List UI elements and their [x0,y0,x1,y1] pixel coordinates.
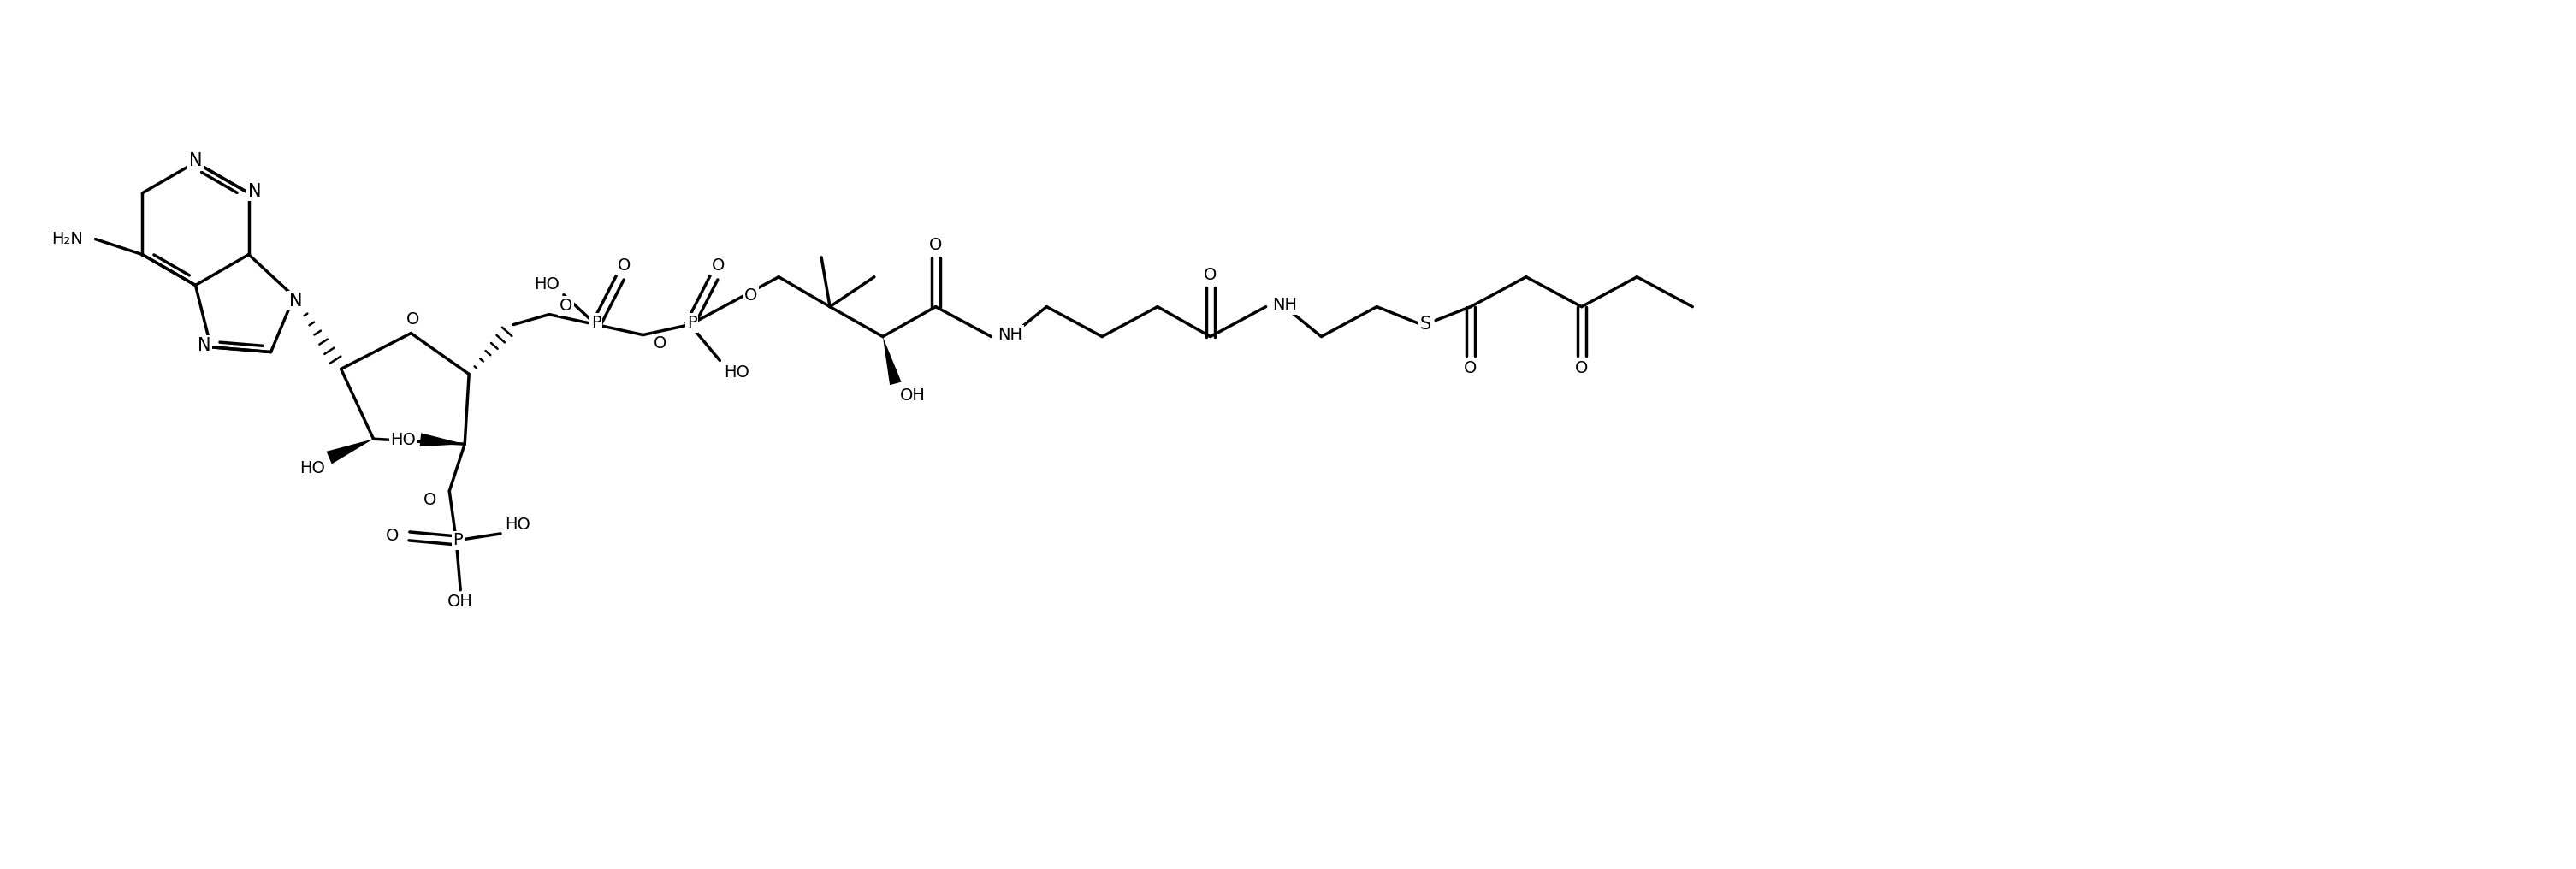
Text: N: N [188,152,201,169]
Text: O: O [1203,267,1216,283]
Polygon shape [420,433,464,447]
Text: S: S [1419,315,1432,332]
Text: O: O [1574,360,1589,376]
Text: N: N [247,182,260,200]
Text: O: O [654,335,667,352]
Text: HO: HO [505,517,531,534]
Text: OH: OH [448,594,474,610]
Text: HO: HO [724,364,750,381]
Text: O: O [386,528,399,544]
Polygon shape [884,336,902,385]
Text: HO: HO [392,432,417,448]
Text: N: N [289,292,301,309]
Text: N: N [198,337,211,354]
Text: HO: HO [533,276,559,293]
Text: P: P [590,315,600,331]
Text: O: O [407,311,420,328]
Text: NH: NH [1273,297,1298,313]
Text: H₂N: H₂N [52,231,82,248]
Text: O: O [744,288,757,304]
Text: P: P [688,315,696,331]
Text: O: O [559,298,572,314]
Text: O: O [711,258,724,274]
Text: HO: HO [299,460,325,476]
Text: O: O [618,258,631,274]
Text: O: O [1463,360,1476,376]
Text: O: O [422,491,435,507]
Text: O: O [930,237,943,254]
Text: P: P [453,533,464,548]
Text: NH: NH [997,327,1023,343]
Polygon shape [327,439,374,464]
Text: OH: OH [899,388,925,403]
